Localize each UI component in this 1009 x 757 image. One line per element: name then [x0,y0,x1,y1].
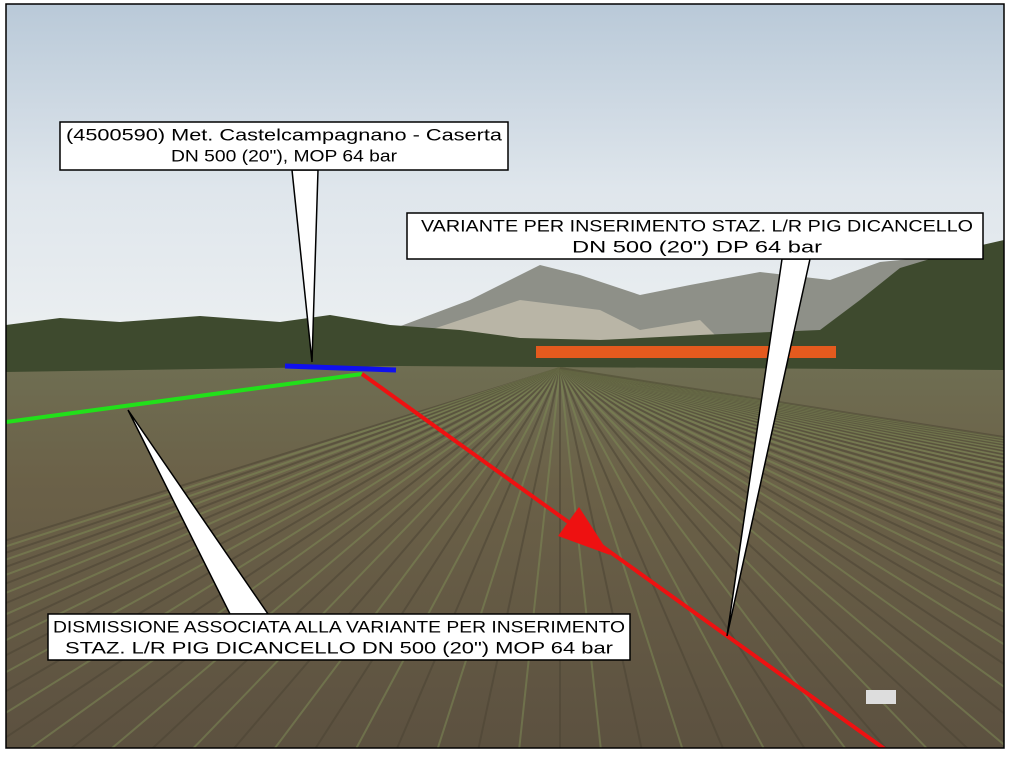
callout-text: DN 500 (20") DP 64 bar [572,237,822,256]
callout-text: STAZ. L/R PIG DICANCELLO DN 500 (20") MO… [65,638,613,657]
callout-text: (4500590) Met. Castelcampagnano - Casert… [66,125,503,144]
scene: (4500590) Met. Castelcampagnano - Casert… [0,4,1009,757]
page: (4500590) Met. Castelcampagnano - Casert… [0,0,1009,757]
debris [866,690,896,704]
photo: (4500590) Met. Castelcampagnano - Casert… [0,0,1009,757]
callout-text: DISMISSIONE ASSOCIATA ALLA VARIANTE PER … [53,617,625,636]
callout-text: VARIANTE PER INSERIMENTO STAZ. L/R PIG D… [421,216,973,235]
callout-text: DN 500 (20"), MOP 64 bar [171,146,397,165]
